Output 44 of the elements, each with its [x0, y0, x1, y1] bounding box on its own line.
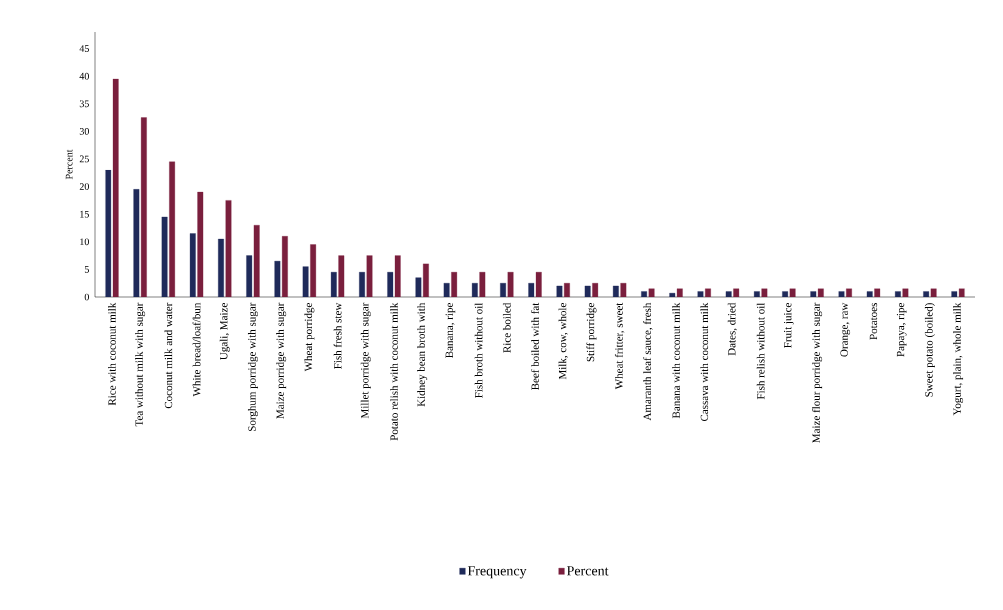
x-tick-label: Papaya, ripe — [896, 303, 907, 357]
x-tick-label: White bread/loaf/bun — [192, 302, 201, 397]
x-tick-label: Millet porridge with sugar — [360, 302, 371, 419]
y-tick-label: 35 — [79, 100, 89, 108]
y-tick-label: 25 — [79, 155, 89, 163]
x-tick-label: Dates, dried — [727, 302, 738, 356]
x-tick-label: Stiff porridge — [586, 303, 597, 362]
x-tick-label: Rice boiled — [502, 302, 511, 353]
x-tick-label: Banana, ripe — [445, 303, 456, 358]
x-tick-label: Wheat porridge — [304, 303, 315, 372]
x-tick-label: Sorghum porridge with sugar — [247, 302, 258, 431]
legend-label: Frequency — [467, 566, 527, 579]
x-tick-label: Fruit juice — [784, 303, 794, 348]
x-tick-label: Yogurt, plain, whole milk — [953, 302, 964, 416]
x-tick-label: Coconut milk and water — [164, 302, 173, 409]
y-axis-title: Percent — [65, 149, 73, 180]
legend-label: Percent — [566, 566, 609, 576]
x-tick-label: Rice with coconut milk — [108, 302, 116, 406]
y-tick-label: 40 — [79, 72, 89, 80]
x-tick-label: Potato relish with coconut milk — [390, 302, 398, 441]
y-tick-label: 20 — [79, 183, 89, 190]
x-tick-label: Sweet potato (boiled) — [924, 303, 935, 397]
y-tick-label: 30 — [79, 128, 89, 135]
x-tick-label: Cassava with coconut milk — [700, 302, 709, 422]
x-tick-label: Wheat fritter, sweet — [614, 302, 625, 390]
x-tick-label: Orange, raw — [840, 302, 851, 357]
y-tick-label: 0 — [84, 293, 89, 301]
y-tick-label: 5 — [84, 266, 89, 273]
x-tick-label: Fish broth without oil — [474, 302, 483, 399]
y-tick-label: 15 — [80, 210, 89, 218]
x-tick-label: Potatoes — [869, 303, 878, 340]
x-tick-label: Ugali, Maize — [219, 303, 230, 360]
x-tick-label: Tea without milk with sugar — [135, 302, 146, 427]
y-tick-label: 45 — [79, 45, 89, 52]
x-tick-label: Kidney bean broth with — [417, 302, 428, 407]
x-tick-label: Maize flour porridge with sugar — [812, 302, 823, 443]
x-tick-label: Beef boiled with fat — [531, 302, 539, 391]
x-tick-label: Banana with coconut milk — [672, 302, 680, 419]
x-tick-label: Maize porridge with sugar — [276, 302, 287, 419]
y-tick-label: 10 — [80, 238, 89, 246]
x-tick-label: Fish fresh stew — [333, 302, 342, 369]
x-tick-label: Amaranth leaf sauce, fresh — [643, 302, 653, 421]
x-tick-label: Milk, cow, whole — [558, 303, 568, 380]
x-tick-label: Fish relish without oil — [756, 302, 765, 400]
